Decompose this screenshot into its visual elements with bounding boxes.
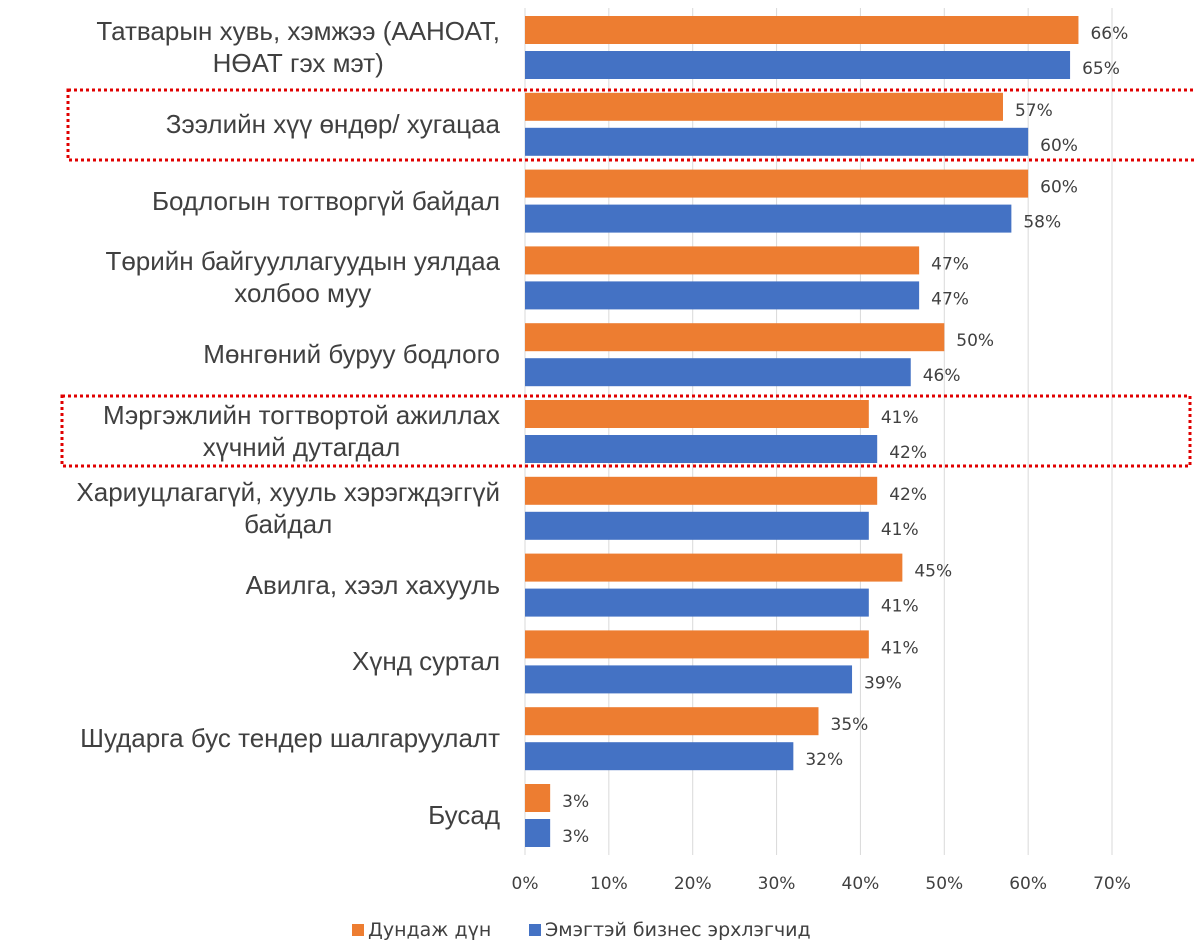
value-label: 3% [562,827,589,847]
value-label: 41% [881,597,919,617]
value-label: 42% [889,443,927,463]
highlight-box [66,88,1194,162]
bar [525,51,1071,79]
value-label: 66% [1090,24,1128,44]
value-label: 41% [881,638,919,658]
bar [525,358,911,387]
value-label: 47% [931,289,969,309]
category-label-box: Татварын хувь, хэмжээ (ААНОАТ, НӨАТ гэх … [0,9,500,85]
category-label: Зээлийн хүү өндөр/ хугацаа [165,108,500,139]
bar [525,16,1079,44]
bar [525,630,869,659]
category-label: Мэргэжлийн тогтвортой ажиллах хүчний дут… [103,400,500,462]
bar [525,511,869,540]
legend-label: Эмэгтэй бизнес эрхлэгчид [545,919,811,941]
bar [525,281,920,310]
x-tick-label: 40% [842,874,880,894]
bar [525,92,1003,121]
bar [525,588,869,617]
bar [525,819,551,847]
bar [525,553,903,582]
value-label: 60% [1040,178,1078,198]
bar [525,435,878,463]
value-label: 60% [1040,136,1078,156]
category-label-box: Бусад [0,777,500,853]
legend-item: Дундаж дүн [352,919,491,941]
legend-swatch [529,924,541,936]
legend-item: Эмэгтэй бизнес эрхлэгчид [529,919,811,941]
category-label: Бусад [428,800,500,830]
highlight-box [60,394,1192,468]
category-label-box: Бодлогын тогтворгүй байдал [0,163,500,239]
value-label: 46% [923,366,961,386]
value-label: 41% [881,408,919,428]
category-label-box: Зээлийн хүү өндөр/ хугацаа [0,86,500,162]
legend-label: Дундаж дүн [368,919,492,941]
x-tick-label: 70% [1093,874,1131,894]
category-label: Төрийн байгууллагуудын уялдаа холбоо муу [105,246,500,309]
legend-swatch [352,924,364,936]
x-tick-label: 60% [1009,874,1047,894]
bar [525,707,819,736]
bar [525,784,551,812]
value-label: 50% [956,331,994,351]
value-label: 39% [864,673,902,693]
x-tick-label: 50% [925,874,963,894]
category-label: Авилга, хээл хахууль [245,569,500,600]
category-label-box: Мөнгөний буруу бодлого [0,316,500,392]
value-label: 42% [889,485,927,505]
category-label-box: Төрийн байгууллагуудын уялдаа холбоо муу [0,239,500,315]
bar [525,127,1029,156]
bar [525,204,1012,233]
category-label-box: Авилга, хээл хахууль [0,547,500,623]
category-label: Хүнд суртал [352,646,500,677]
category-label-box: Шударга бус тендер шалгаруулалт [0,700,500,776]
category-label: Бодлогын тогтворгүй байдал [151,185,500,216]
bar [525,400,869,428]
x-tick-label: 0% [512,874,539,894]
category-label-box: Хүнд суртал [0,623,500,699]
value-label: 47% [931,254,969,274]
value-label: 35% [831,715,869,735]
bar [525,246,920,275]
value-label: 3% [562,792,589,812]
bar [525,169,1029,198]
bar [525,742,794,771]
value-label: 41% [881,520,919,540]
value-label: 57% [1015,101,1053,121]
value-label: 32% [805,750,843,770]
category-label: Хариуцлагагүй, хууль хэрэгждэггүй байдал [76,476,500,539]
category-label: Шударга бус тендер шалгаруулалт [80,723,500,754]
bar [525,323,945,352]
category-label: Мөнгөний буруу бодлого [203,339,500,370]
category-label: Татварын хувь, хэмжээ (ААНОАТ, НӨАТ гэх … [96,16,500,78]
value-label: 45% [914,562,952,582]
bar [525,476,878,505]
bar [525,665,853,694]
x-tick-label: 20% [674,874,712,894]
category-label-box: Мэргэжлийн тогтвортой ажиллах хүчний дут… [0,393,500,469]
value-label: 58% [1023,213,1061,233]
category-label-box: Хариуцлагагүй, хууль хэрэгждэггүй байдал [0,470,500,546]
x-tick-label: 10% [590,874,628,894]
x-tick-label: 30% [758,874,796,894]
value-label: 65% [1082,59,1120,79]
